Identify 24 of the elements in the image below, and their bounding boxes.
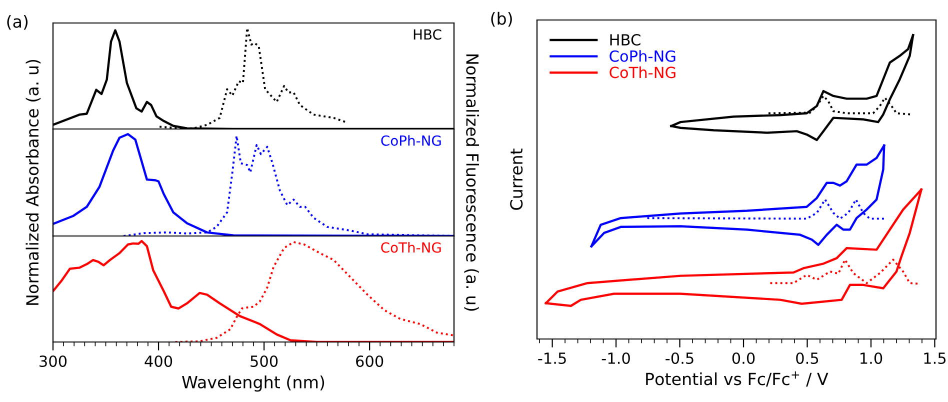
x-tick-label: -1.5 [538, 352, 566, 364]
legend-label: HBC [610, 34, 640, 46]
chart-title: (b) [491, 12, 512, 27]
legend-label: CoTh-NG [610, 66, 676, 78]
y2-axis-title: Normalized Fluorescence (a. u) [464, 54, 479, 311]
text: CoTh-NG [381, 242, 441, 253]
x-tick-label: 300 [40, 355, 67, 368]
x-tick-label: 1.0 [860, 352, 882, 364]
x-tick-label: -0.5 [666, 352, 694, 364]
x-tick-label: 1.5 [924, 352, 946, 364]
x-tick-label: 0.0 [732, 352, 755, 364]
legend-label: CoPh-NG [610, 50, 676, 62]
x-tick-label: 500 [250, 355, 278, 368]
text: CoPh-NG [381, 135, 441, 146]
x-axis-title: Potential vs Fc/Fc$^{+}$ / V [646, 371, 828, 387]
x-tick-label: 400 [144, 355, 172, 368]
x-tick-label: 600 [356, 355, 384, 368]
y-axis-title: Current [510, 148, 523, 210]
text: HBC [414, 29, 442, 40]
y-axis-title: Normalized Absorbance (a. u) [26, 60, 41, 305]
x-tick-label: 0.5 [796, 352, 818, 364]
x-tick-label: -1.0 [602, 352, 630, 364]
chart-title: (a) [7, 14, 28, 30]
x-axis-title: Wavelenght (nm) [182, 376, 324, 392]
